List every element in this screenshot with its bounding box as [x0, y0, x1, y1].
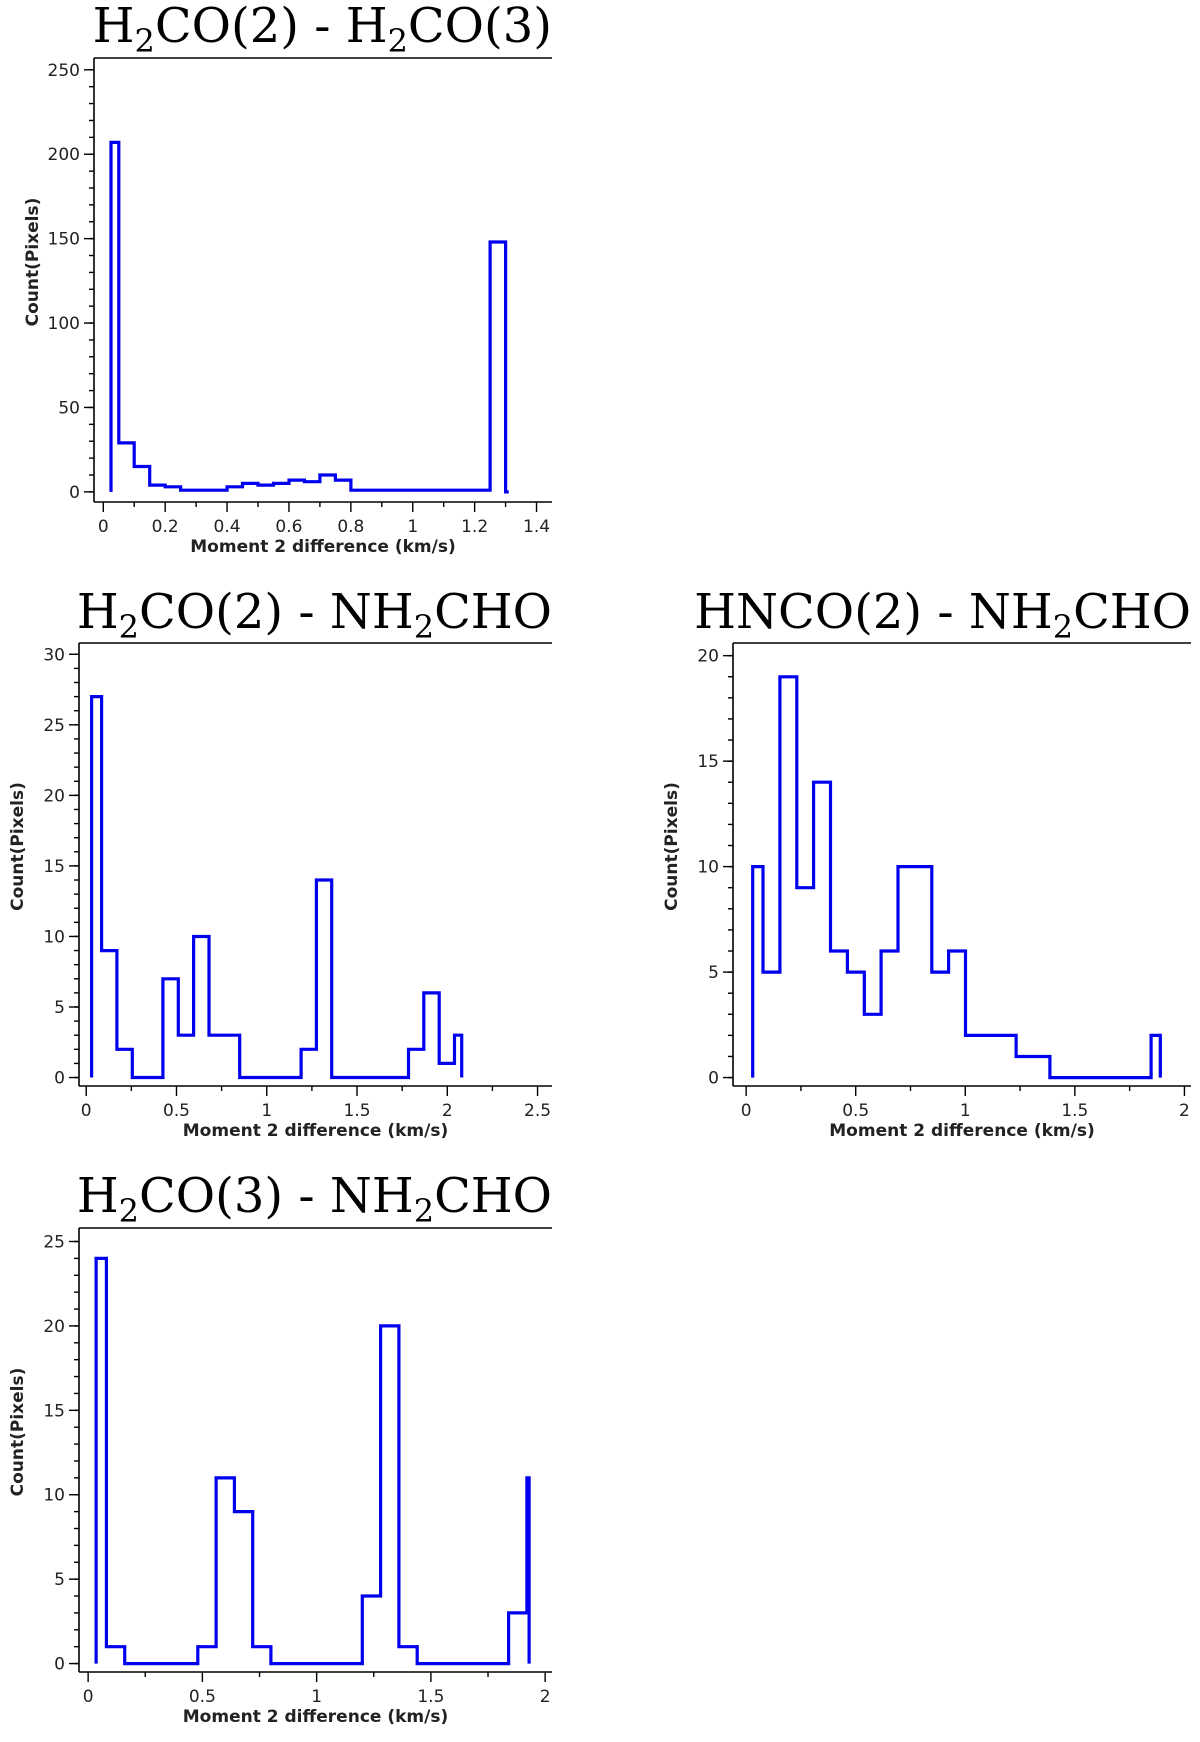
histogram-series	[90, 695, 464, 1080]
y-axis-label: Count(Pixels)	[23, 198, 43, 327]
y-tick-label: 0	[54, 1655, 65, 1675]
panel-title: HNCO(2) - NH2CHO	[694, 584, 1191, 646]
y-tick-label: 5	[54, 998, 65, 1018]
y-tick-label: 15	[697, 752, 719, 772]
y-tick-label: 20	[697, 647, 719, 667]
x-tick-label: 2	[442, 1101, 453, 1121]
histogram-series	[751, 675, 1162, 1080]
x-tick-label: 0	[83, 1687, 94, 1707]
x-tick-label: 0.5	[189, 1687, 216, 1707]
y-tick-label: 200	[48, 145, 80, 165]
x-tick-label: 0.5	[163, 1101, 190, 1121]
histogram-panel-3: HNCO(2) - NH2CHO 0 5 10 15 20 0 0.5 1 1.5 2 Moment …	[662, 584, 1191, 1141]
y-tick-label: 50	[58, 398, 80, 418]
y-tick-label: 150	[48, 230, 80, 250]
histogram-panel-2: H2CO(2) - NH2CHO 0 5 10 15 20 25 30 0 0.5 1 1.5 2 2.5…	[8, 584, 552, 1141]
y-tick-label: 5	[708, 963, 719, 983]
x-tick-label: 0.4	[214, 517, 241, 537]
y-tick-label: 20	[43, 786, 65, 806]
x-tick-label: 1.5	[343, 1101, 370, 1121]
y-axis-label: Count(Pixels)	[8, 782, 28, 911]
y-tick-label: 250	[48, 61, 80, 81]
x-tick-label: 0	[98, 517, 109, 537]
histogram-panel-4: H2CO(3) - NH2CHO 0 5 10 15 20 25 0 0.5 1 1.5 2 Momen…	[8, 1168, 552, 1727]
x-axis-label: Moment 2 difference (km/s)	[829, 1121, 1094, 1141]
histogram-series	[94, 1256, 531, 1666]
y-axis-label: Count(Pixels)	[662, 782, 682, 911]
y-tick-label: 0	[54, 1069, 65, 1089]
x-tick-label: 1	[311, 1687, 322, 1707]
x-tick-label: 1.5	[417, 1687, 444, 1707]
y-tick-label: 10	[697, 858, 719, 878]
panel-title: H2CO(2) - H2CO(3)	[93, 0, 552, 60]
x-tick-label: 0	[81, 1101, 92, 1121]
y-tick-label: 10	[43, 927, 65, 947]
y-tick-label: 15	[43, 1401, 65, 1421]
y-tick-label: 10	[43, 1486, 65, 1506]
x-tick-label: 2	[1179, 1101, 1190, 1121]
y-tick-label: 25	[43, 716, 65, 736]
x-axis-label: Moment 2 difference (km/s)	[183, 1707, 448, 1727]
x-tick-label: 1	[960, 1101, 971, 1121]
y-tick-label: 0	[69, 483, 80, 503]
y-tick-label: 15	[43, 857, 65, 877]
x-tick-label: 0	[741, 1101, 752, 1121]
panel-title: H2CO(3) - NH2CHO	[77, 1168, 552, 1230]
histogram-series	[109, 140, 509, 494]
histogram-panel-1: H2CO(2) - H2CO(3) 0 50 100 150 200 250 0 0.2 0.4 0…	[23, 0, 552, 557]
y-tick-label: 20	[43, 1317, 65, 1337]
x-tick-label: 0.5	[842, 1101, 869, 1121]
x-tick-label: 1.5	[1061, 1101, 1088, 1121]
y-tick-label: 5	[54, 1570, 65, 1590]
y-axis-label: Count(Pixels)	[8, 1368, 28, 1497]
x-tick-label: 1	[261, 1101, 272, 1121]
y-tick-label: 100	[48, 314, 80, 334]
x-axis-label: Moment 2 difference (km/s)	[183, 1121, 448, 1141]
x-tick-label: 2	[540, 1687, 551, 1707]
x-tick-label: 0.2	[152, 517, 179, 537]
x-tick-label: 1.2	[461, 517, 488, 537]
x-tick-label: 2.5	[524, 1101, 551, 1121]
y-tick-label: 25	[43, 1233, 65, 1253]
x-tick-label: 0.6	[275, 517, 302, 537]
x-tick-label: 0.8	[337, 517, 364, 537]
x-tick-label: 1.4	[523, 517, 550, 537]
y-tick-label: 0	[708, 1069, 719, 1089]
y-tick-label: 30	[43, 645, 65, 665]
panel-title: H2CO(2) - NH2CHO	[77, 584, 552, 646]
x-axis-label: Moment 2 difference (km/s)	[190, 537, 455, 557]
x-tick-label: 1	[407, 517, 418, 537]
